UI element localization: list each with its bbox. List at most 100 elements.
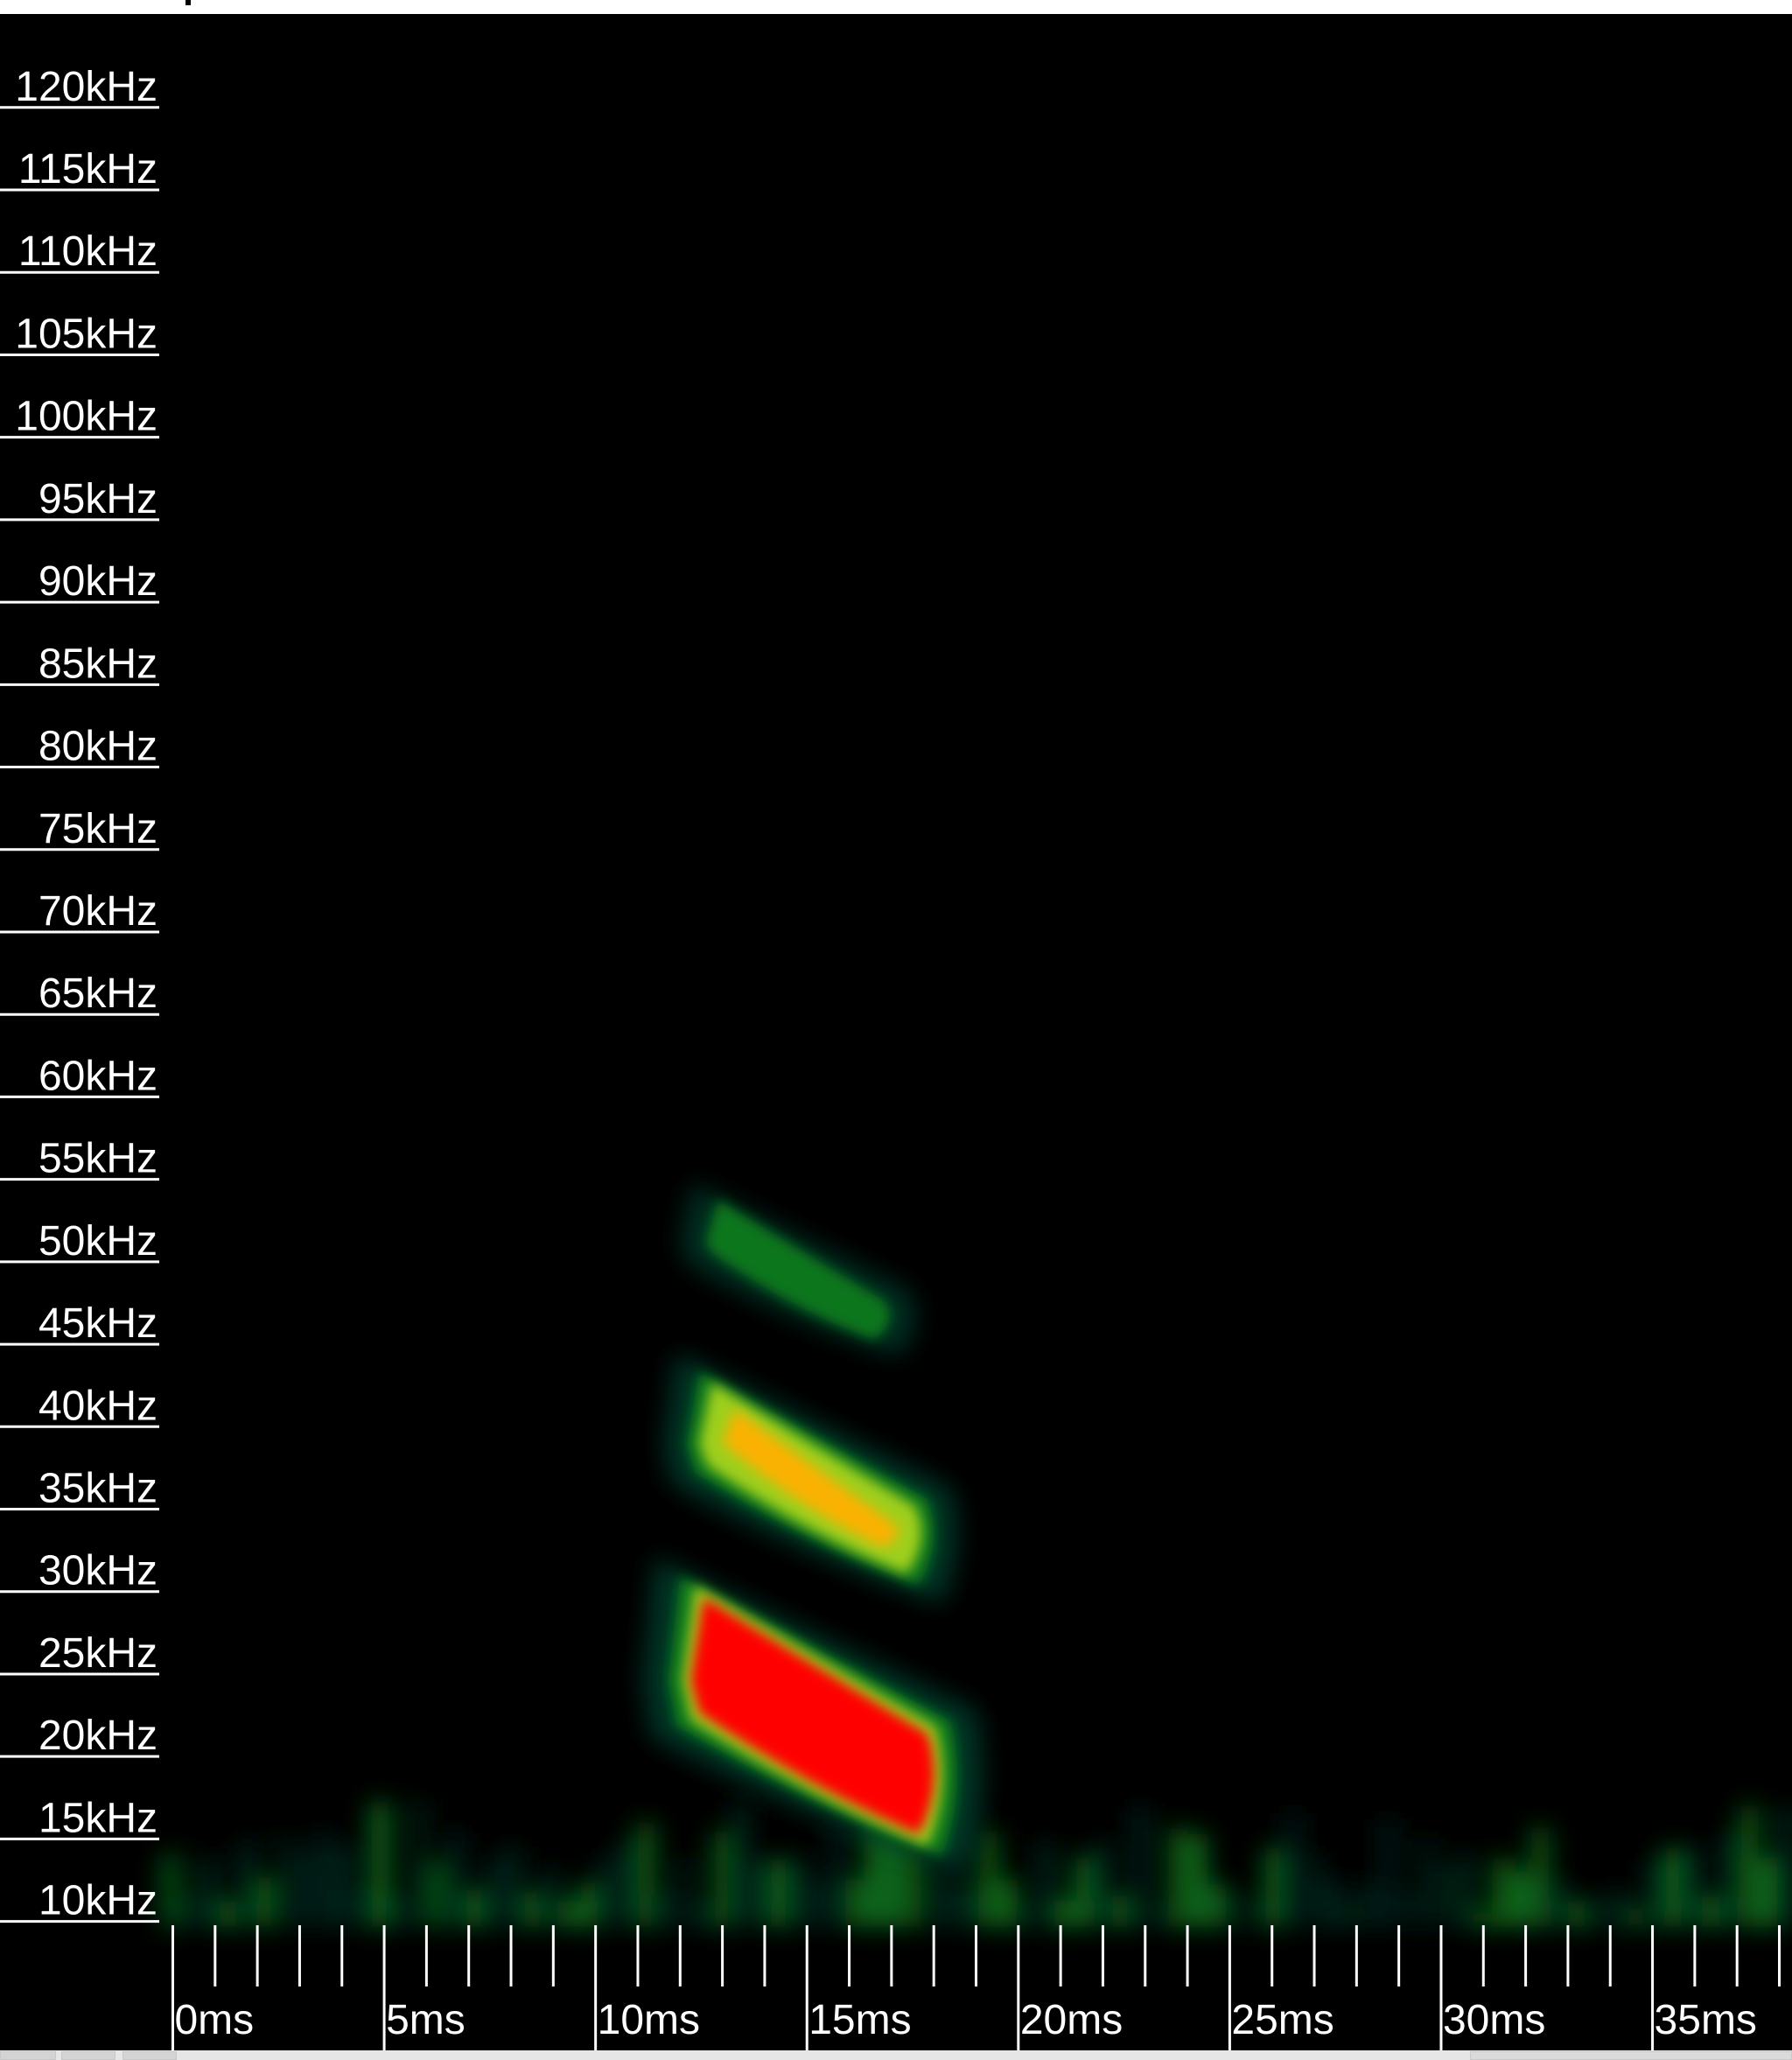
noise-cell [541,1870,562,1927]
y-tick-label: 75kHz [38,806,158,852]
noise-cell [1130,1807,1152,1927]
noise-cell [274,1834,295,1927]
scroll-thumb[interactable] [1470,2051,1792,2060]
y-tick-label: 95kHz [38,476,158,522]
y-tick-label: 45kHz [38,1300,158,1347]
y-tick-label: 15kHz [38,1795,158,1841]
noise-cell [1473,1909,1494,1927]
noise-cell [1758,1858,1779,1927]
noise-cell [1682,1849,1703,1927]
y-tick-label: 20kHz [38,1713,158,1759]
noise-cell [617,1841,638,1927]
y-tick-label: 115kHz [18,146,158,193]
x-tick-label: 35ms [1655,1997,1757,2043]
noise-cell [1777,1808,1792,1927]
noise-cell [560,1902,581,1927]
y-tick-label: 65kHz [38,970,158,1017]
y-tick-label: 110kHz [18,228,158,275]
noise-cell [1168,1829,1189,1927]
noise-cell [1035,1843,1056,1927]
noise-cell [1625,1907,1646,1927]
noise-cell [712,1832,733,1927]
noise-cell [998,1880,1018,1927]
noise-cell [522,1893,542,1927]
noise-cell [293,1853,314,1927]
noise-cell [198,1860,219,1927]
noise-cell [179,1897,200,1927]
noise-cell [465,1891,486,1927]
x-axis: 0ms 5ms 10ms 15ms 20ms 25ms 30ms 35ms [172,1925,1779,2052]
noise-cell [236,1842,257,1927]
noise-cell [636,1823,657,1927]
noise-cell [1453,1855,1474,1927]
y-tick-label: 50kHz [38,1218,158,1265]
noise-cell [598,1856,619,1927]
y-tick-label: 70kHz [38,888,158,935]
noise-cell [693,1905,714,1927]
noise-cell [1359,1884,1380,1927]
noise-cell [750,1860,771,1927]
y-tick-label: 10kHz [38,1878,158,1924]
noise-cell [1302,1853,1323,1927]
noise-cell [1092,1843,1113,1927]
y-tick-label: 55kHz [38,1136,158,1182]
noise-cell [978,1832,999,1927]
noise-cell [1492,1858,1513,1926]
y-tick-label: 80kHz [38,724,158,770]
scroll-track-segment[interactable] [61,2051,116,2060]
y-tick-label: 85kHz [38,641,158,687]
y-tick-label: 40kHz [38,1383,158,1429]
x-tick-label: 20ms [1020,1997,1123,2043]
x-tick-label: 15ms [808,1997,911,2043]
noise-cell [1378,1819,1399,1927]
x-tick-label: 25ms [1231,1997,1334,2043]
noise-cell [350,1890,371,1927]
noise-cell [1264,1848,1284,1927]
noise-cell [1340,1903,1361,1927]
noise-cell [1150,1908,1171,1927]
noise-cell [1701,1896,1722,1927]
noise-cell [807,1880,828,1927]
noise-cell [1720,1834,1741,1927]
plot-background [0,14,1792,1925]
noise-cell [788,1859,808,1927]
y-tick-label: 120kHz [15,64,158,110]
noise-cell [332,1846,353,1927]
y-tick-label: 30kHz [38,1548,158,1594]
noise-cell [1016,1909,1037,1927]
noise-cell [312,1832,333,1926]
noise-cell [1187,1834,1208,1927]
noise-cell [1320,1878,1341,1927]
noise-cell [826,1825,847,1927]
noise-cell [1740,1805,1760,1926]
noise-cell [256,1878,276,1927]
noise-cell [845,1879,866,1927]
y-tick-label: 100kHz [15,394,158,440]
noise-cell [1549,1880,1570,1927]
noise-cell [445,1832,466,1926]
noise-cell [654,1895,676,1927]
noise-cell [1511,1871,1532,1926]
noise-cell [1226,1891,1247,1927]
noise-cell [1606,1888,1627,1926]
noise-cell [1530,1827,1550,1926]
noise-cell [1054,1900,1075,1927]
noise-cell [502,1847,523,1927]
y-tick-label: 90kHz [38,558,158,605]
noise-cell [1074,1858,1095,1927]
y-tick-label: 105kHz [15,311,158,357]
x-tick-label: 5ms [386,1997,466,2043]
noise-cell [1396,1891,1418,1927]
noise-cell [160,1853,181,1927]
noise-cell [959,1886,980,1927]
noise-cell [484,1859,505,1927]
noise-cell [388,1896,410,1927]
noise-cell [1435,1864,1456,1927]
noise-cell [1111,1896,1132,1927]
noise-cell [1568,1902,1589,1927]
scroll-left-button[interactable] [0,2051,56,2060]
noise-cell [1207,1884,1228,1927]
scroll-right-button[interactable] [122,2051,177,2060]
noise-cell [769,1860,790,1927]
